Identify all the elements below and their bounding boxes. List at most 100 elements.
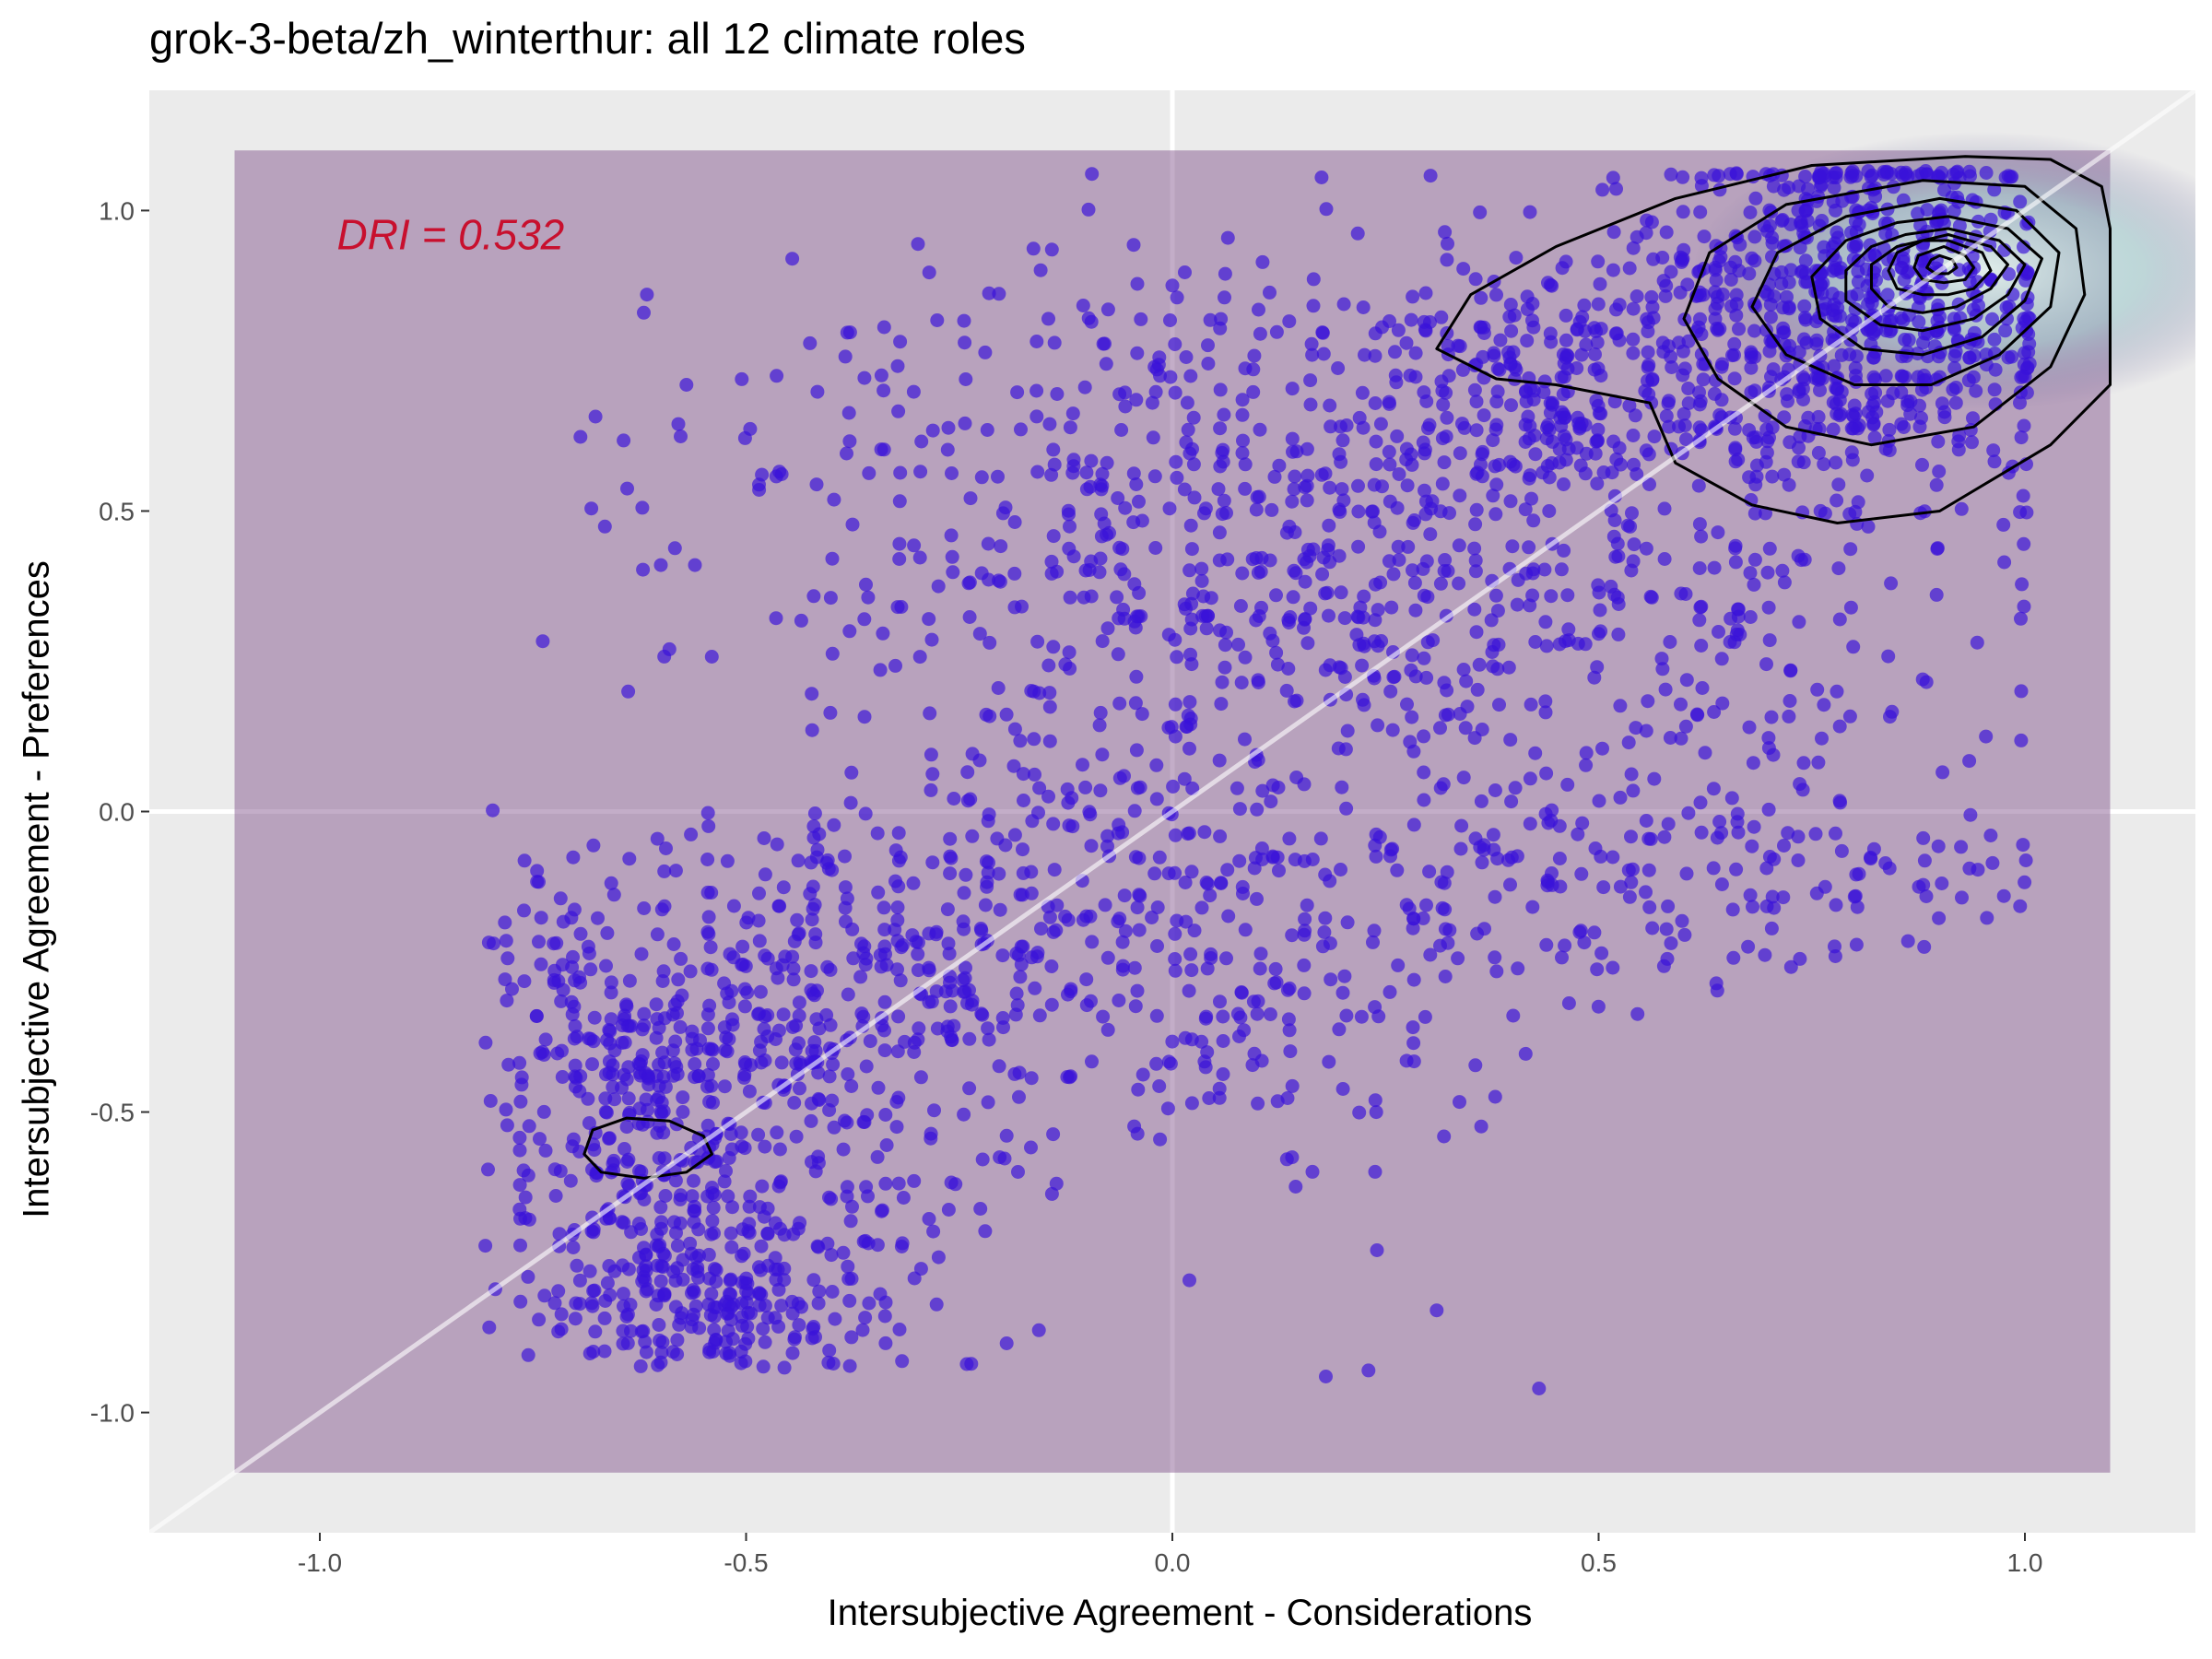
data-point — [1300, 493, 1314, 508]
data-point — [1679, 673, 1694, 688]
data-point — [1061, 987, 1075, 1002]
data-point — [1184, 963, 1199, 978]
data-point — [1382, 554, 1396, 569]
data-point — [1848, 214, 1863, 229]
data-point — [805, 687, 819, 701]
data-point — [640, 288, 654, 302]
y-axis-title: Intersubjective Agreement - Preferences — [16, 560, 57, 1218]
data-point — [922, 612, 936, 627]
data-point — [1676, 205, 1690, 219]
data-point — [1842, 709, 1857, 724]
data-point — [1297, 958, 1312, 972]
data-point — [1578, 637, 1593, 652]
data-point — [653, 1274, 668, 1288]
data-point — [1570, 361, 1584, 375]
data-point — [994, 539, 1008, 554]
data-point — [1370, 1243, 1384, 1257]
data-point — [1477, 838, 1491, 853]
data-point — [1135, 707, 1149, 722]
data-point — [794, 1300, 808, 1314]
data-point — [1574, 866, 1589, 881]
data-point — [2022, 357, 2037, 371]
data-point — [653, 1333, 667, 1347]
data-point — [1385, 723, 1400, 737]
data-point — [1407, 575, 1422, 590]
data-point — [823, 1018, 838, 1032]
data-point — [1204, 947, 1218, 961]
data-point — [1712, 815, 1727, 829]
data-point — [1288, 566, 1303, 581]
data-point — [1279, 683, 1294, 698]
data-point — [654, 1259, 669, 1274]
data-point — [892, 1323, 907, 1336]
density-contour — [1682, 179, 2087, 447]
data-point — [1094, 482, 1109, 497]
data-point — [806, 901, 820, 916]
data-point — [1371, 1009, 1386, 1024]
data-point — [1351, 539, 1366, 554]
data-point — [1664, 935, 1678, 950]
data-point — [1579, 337, 1594, 352]
data-point — [1817, 698, 1831, 712]
data-point — [1525, 566, 1540, 581]
data-point — [1238, 457, 1253, 472]
data-point — [1168, 926, 1182, 941]
data-point — [1383, 849, 1397, 864]
data-point — [1232, 853, 1247, 868]
data-point — [483, 1094, 498, 1108]
data-point — [617, 433, 631, 448]
data-point — [597, 1311, 612, 1325]
data-point — [1044, 1186, 1059, 1201]
data-point — [838, 880, 853, 895]
data-point — [499, 934, 513, 948]
data-point — [1130, 983, 1145, 998]
data-point — [1882, 422, 1897, 437]
data-point — [956, 972, 971, 987]
data-point — [724, 1312, 738, 1327]
data-point — [1880, 165, 1895, 180]
data-point — [1511, 572, 1525, 587]
data-point — [1194, 561, 1209, 576]
data-point — [521, 1347, 535, 1362]
data-point — [1200, 961, 1215, 976]
data-point — [1031, 1323, 1046, 1337]
data-point — [1610, 590, 1625, 605]
data-point — [842, 624, 857, 639]
data-point — [1324, 419, 1338, 434]
data-point — [670, 1239, 685, 1253]
data-point — [1366, 935, 1380, 949]
data-point — [1728, 254, 1743, 269]
data-point — [1503, 733, 1518, 747]
data-point — [1267, 469, 1282, 484]
data-point — [861, 590, 876, 605]
data-point — [873, 947, 888, 962]
data-point — [722, 995, 736, 1010]
data-point — [1331, 741, 1346, 756]
data-point — [1935, 877, 1949, 890]
data-point — [877, 923, 892, 937]
data-point — [1076, 299, 1090, 312]
data-point — [1194, 900, 1209, 915]
data-point — [1783, 959, 1798, 974]
data-point — [1561, 996, 1576, 1010]
data-point — [1269, 324, 1284, 339]
data-point — [692, 1248, 706, 1263]
data-point — [2017, 599, 2031, 614]
data-point — [1300, 542, 1315, 557]
data-point — [1504, 324, 1519, 338]
data-point — [566, 850, 581, 865]
data-point — [1044, 554, 1059, 569]
data-point — [1486, 828, 1500, 842]
data-point — [1761, 802, 1776, 817]
data-point — [1249, 502, 1264, 517]
data-point — [1047, 335, 1062, 350]
data-point — [737, 1055, 752, 1069]
data-point — [1728, 555, 1743, 570]
data-point — [1166, 779, 1181, 794]
data-point — [1929, 587, 1944, 602]
data-point — [1115, 542, 1130, 557]
data-point — [1644, 215, 1659, 229]
data-point — [1624, 767, 1639, 782]
data-point — [2013, 899, 2028, 913]
data-point — [1468, 553, 1483, 568]
